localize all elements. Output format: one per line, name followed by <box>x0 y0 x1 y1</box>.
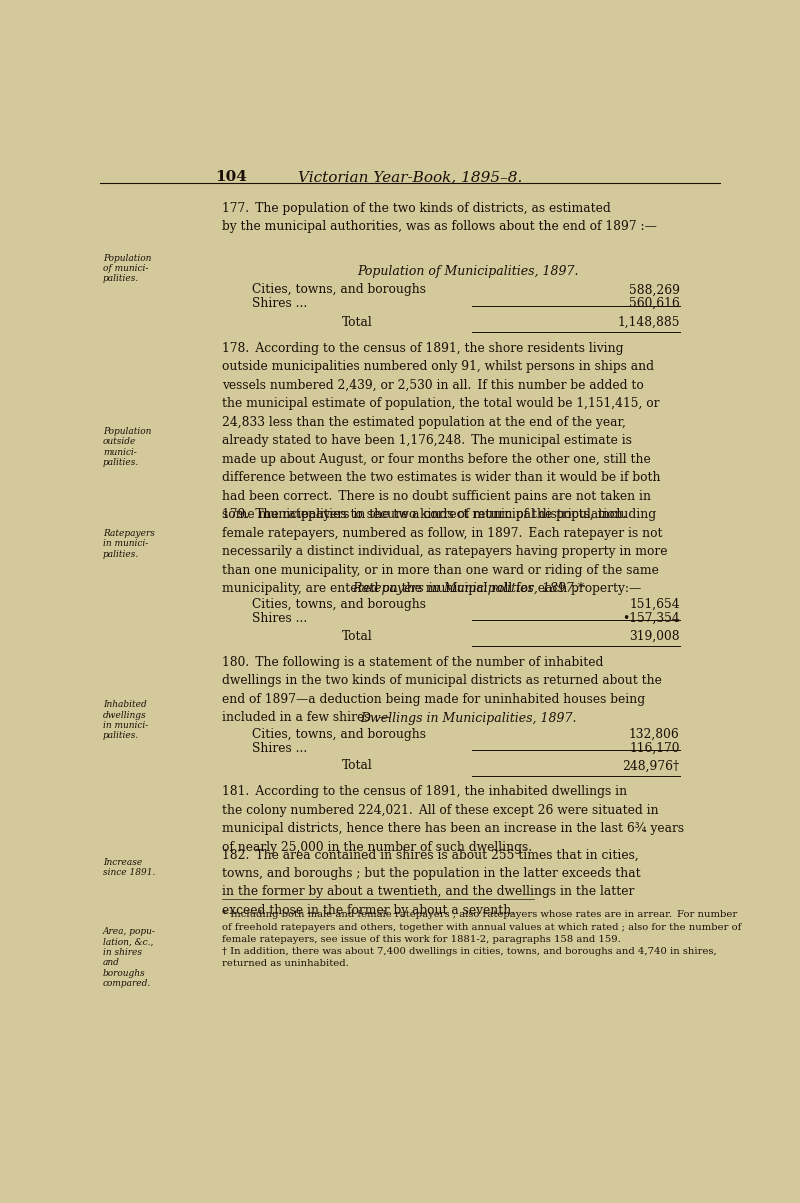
Text: 151,654: 151,654 <box>629 598 680 611</box>
Text: Total: Total <box>342 315 373 328</box>
Text: 179. The ratepayers in the two kinds of municipal districts, including
female ra: 179. The ratepayers in the two kinds of … <box>222 509 668 595</box>
Text: •157,354: •157,354 <box>622 612 680 626</box>
Text: 177. The population of the two kinds of districts, as estimated
by the municipal: 177. The population of the two kinds of … <box>222 202 657 233</box>
Text: Total: Total <box>342 629 373 642</box>
Text: 1,148,885: 1,148,885 <box>618 315 680 328</box>
Text: Increase
since 1891.: Increase since 1891. <box>103 858 155 877</box>
Text: Population
of munici-
palities.: Population of munici- palities. <box>103 254 151 284</box>
Text: Ratepayers in Municipalities, 1897.*: Ratepayers in Municipalities, 1897.* <box>352 581 584 594</box>
Text: Population of Municipalities, 1897.: Population of Municipalities, 1897. <box>358 265 578 278</box>
Text: Cities, towns, and boroughs: Cities, towns, and boroughs <box>252 728 426 741</box>
Text: 588,269: 588,269 <box>629 283 680 296</box>
Text: Population
outside
munici-
palities.: Population outside munici- palities. <box>103 427 151 467</box>
Text: Victorian Year-Book, 1895–8.: Victorian Year-Book, 1895–8. <box>298 171 522 184</box>
Text: * Including both male and female ratepayers ; also ratepayers whose rates are in: * Including both male and female ratepay… <box>222 911 742 968</box>
Text: 560,616: 560,616 <box>629 297 680 310</box>
Text: Shires ...: Shires ... <box>252 612 307 626</box>
Text: Area, popu-
lation, &c.,
in shires
and
boroughs
compared.: Area, popu- lation, &c., in shires and b… <box>103 928 156 988</box>
Text: Dwellings in Municipalities, 1897.: Dwellings in Municipalities, 1897. <box>360 712 576 725</box>
Text: 319,008: 319,008 <box>629 629 680 642</box>
Text: 180. The following is a statement of the number of inhabited
dwellings in the tw: 180. The following is a statement of the… <box>222 656 662 724</box>
Text: 181. According to the census of 1891, the inhabited dwellings in
the colony numb: 181. According to the census of 1891, th… <box>222 786 684 854</box>
Text: Cities, towns, and boroughs: Cities, towns, and boroughs <box>252 598 426 611</box>
Text: 182. The area contained in shires is about 255 times that in cities,
towns, and : 182. The area contained in shires is abo… <box>222 848 641 917</box>
Text: Ratepayers
in munici-
palities.: Ratepayers in munici- palities. <box>103 529 155 558</box>
Text: Total: Total <box>342 759 373 772</box>
Text: 132,806: 132,806 <box>629 728 680 741</box>
Text: 178. According to the census of 1891, the shore residents living
outside municip: 178. According to the census of 1891, th… <box>222 342 661 521</box>
Text: Shires ...: Shires ... <box>252 742 307 754</box>
Text: Shires ...: Shires ... <box>252 297 307 310</box>
Text: Inhabited
dwellings
in munici-
palities.: Inhabited dwellings in munici- palities. <box>103 700 148 740</box>
Text: 104: 104 <box>214 171 246 184</box>
Text: 248,976†: 248,976† <box>622 759 680 772</box>
Text: 116,170: 116,170 <box>630 742 680 754</box>
Text: Cities, towns, and boroughs: Cities, towns, and boroughs <box>252 283 426 296</box>
